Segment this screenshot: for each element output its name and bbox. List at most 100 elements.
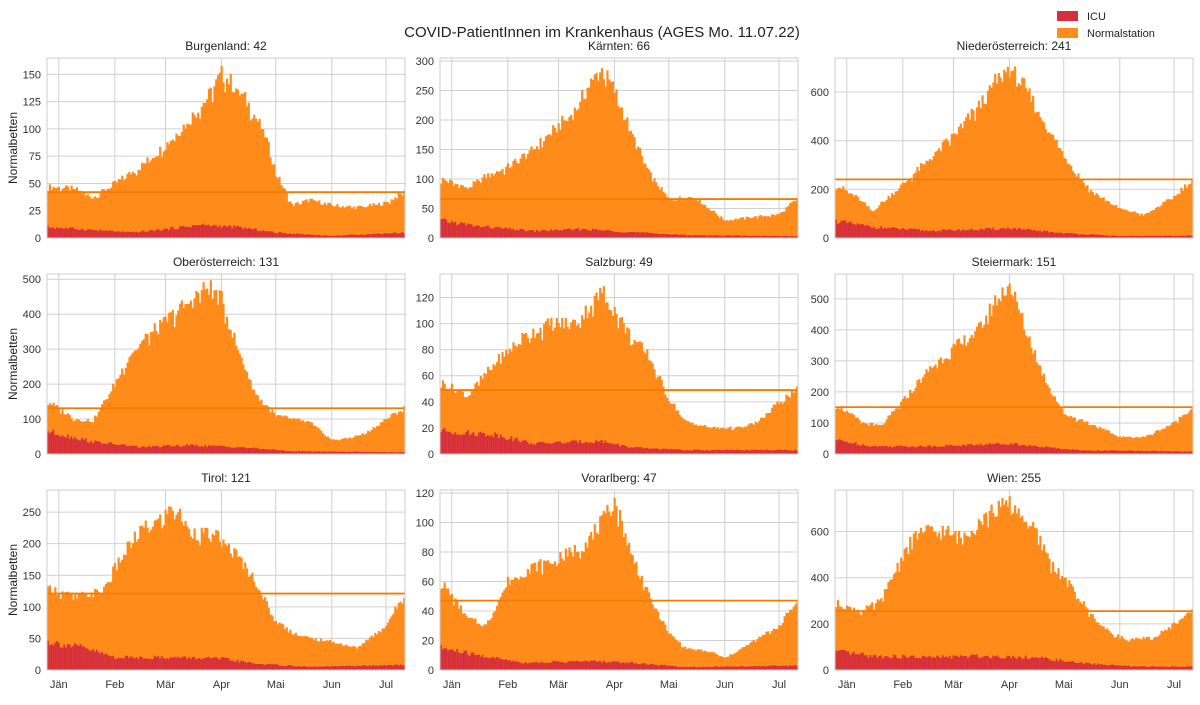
bar-icu [99,441,102,454]
bar-normalstation [794,604,797,670]
bar-normalstation [1191,408,1194,454]
bar-icu [1012,444,1015,454]
bar-normalstation [465,615,468,670]
bar-icu [487,434,490,454]
bar-normalstation [231,91,234,238]
bar-icu [718,235,721,238]
bar-normalstation [564,548,567,670]
bar-icu [263,664,267,670]
bar-normalstation [885,588,888,670]
bar-normalstation [1117,437,1120,454]
bar-icu [611,443,614,454]
plot-frame [439,57,799,239]
bar-normalstation [1019,517,1022,670]
bar-normalstation [339,439,343,454]
bar-normalstation [1155,636,1158,670]
x-tick-label: Jul [379,679,393,691]
bar-normalstation [318,641,321,670]
bar-normalstation [443,179,446,238]
bar-icu [66,644,70,670]
bar-normalstation [649,360,652,454]
bar-normalstation [485,624,488,670]
bar-normalstation [126,541,129,670]
bar-icu [566,662,569,670]
bar-icu [148,658,151,670]
bar-normalstation [976,107,979,239]
bar-normalstation [959,537,962,670]
bar-icu [544,230,548,238]
bar-normalstation [1100,428,1103,454]
bar-icu [70,227,73,238]
bar-normalstation [646,167,649,238]
bar-normalstation [794,390,797,454]
bar-icu [666,448,669,454]
bar-normalstation [646,349,649,454]
bar-normalstation [593,524,596,670]
bar-normalstation [121,175,124,238]
bar-icu [720,450,723,454]
bar-icu [287,450,290,454]
bar-normalstation [698,198,701,238]
bar-icu [235,226,238,238]
bar-icu [840,220,843,238]
bar-icu [137,659,140,670]
bar-icu [655,448,658,454]
bar-icu [52,227,55,238]
bar-normalstation [487,173,490,238]
bar-icu [477,225,481,238]
bar-normalstation [936,368,939,454]
bar-icu [1100,664,1103,670]
bar-normalstation [1028,526,1031,670]
bar-normalstation [860,423,863,454]
bar-normalstation [903,182,906,238]
bar-icu [532,443,535,454]
bar-normalstation [929,526,932,670]
bar-icu [629,231,633,238]
bar-icu [499,434,502,454]
bar-normalstation [845,605,849,670]
plot-frame [834,489,1194,671]
bar-icu [836,223,840,238]
chart-title: COVID-PatientInnen im Krankenhaus (AGES … [404,24,800,41]
bar-icu [662,233,665,238]
bar-normalstation [772,214,775,238]
bar-normalstation [945,529,948,670]
bar-normalstation [515,578,519,670]
bar-icu [312,451,315,454]
bar-icu [734,235,737,238]
bar-icu [785,665,788,670]
bar-icu [403,664,406,670]
bar-icu [92,443,95,454]
bar-icu [628,232,631,238]
bar-normalstation [1030,347,1033,454]
bar-icu [397,452,400,454]
bar-normalstation [666,397,669,454]
bar-normalstation [891,579,894,670]
bar-icu [577,228,580,238]
bar-normalstation [376,426,379,454]
bar-icu [1059,659,1062,670]
bar-icu [321,666,325,670]
bar-normalstation [761,216,765,238]
bar-normalstation [635,341,638,454]
bar-icu [772,235,775,238]
bar-normalstation [323,435,326,454]
bar-icu [472,226,475,238]
bar-normalstation [83,421,86,454]
bar-normalstation [740,648,743,670]
bar-icu [320,235,323,238]
bar-icu [300,234,303,238]
bar-normalstation [198,303,202,454]
bar-icu [669,448,672,454]
bar-normalstation [461,391,464,454]
bar-normalstation [490,173,493,238]
bar-icu [749,666,752,670]
bar-icu [853,651,856,670]
bar-normalstation [1068,416,1071,454]
bar-icu [696,449,699,454]
bar-normalstation [274,416,278,454]
bar-normalstation [1176,193,1179,238]
bar-icu [787,450,790,454]
bar-normalstation [166,142,169,238]
bar-normalstation [95,416,99,454]
